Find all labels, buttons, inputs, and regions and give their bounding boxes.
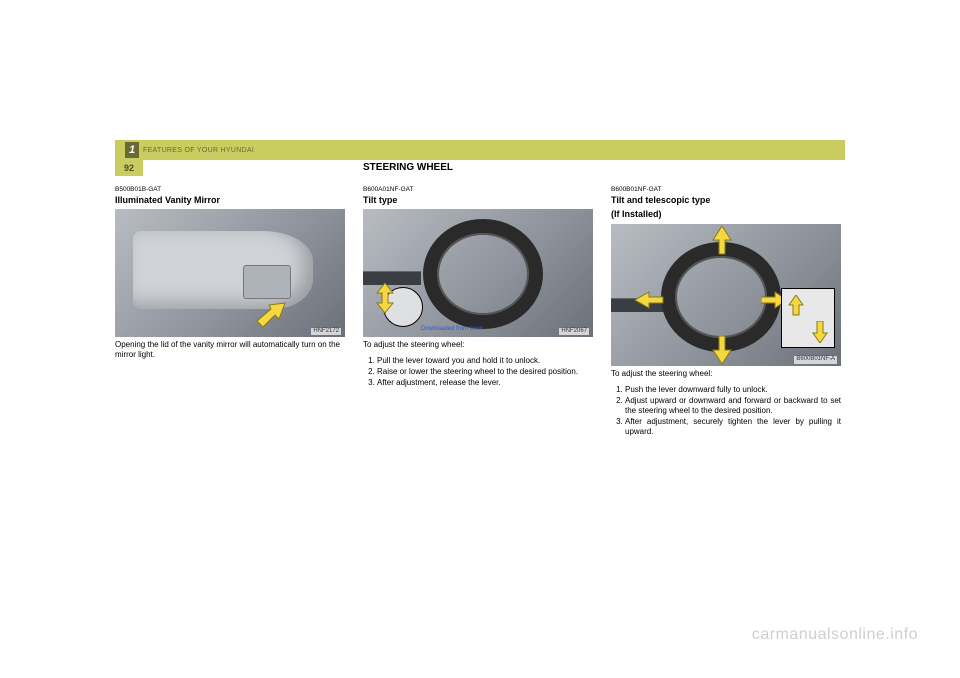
chapter-header-bar: 1 FEATURES OF YOUR HYUNDAI: [115, 140, 845, 160]
ref-code: B600A01NF-GAT: [363, 186, 593, 194]
ref-code: B500B01B-GAT: [115, 186, 345, 194]
column-tilt-type: B600A01NF-GAT Tilt type Downloaded from …: [363, 186, 593, 438]
page-number: 92: [115, 160, 143, 176]
arrow-down-icon: [812, 321, 828, 343]
arrow-icon: [255, 299, 289, 329]
chapter-number: 1: [125, 142, 139, 158]
column-title: Tilt type: [363, 195, 593, 206]
arrow-up-icon: [788, 295, 804, 317]
figure-label: B600B01NF-A: [794, 356, 837, 364]
manual-page: 1 FEATURES OF YOUR HYUNDAI 92 STEERING W…: [115, 140, 845, 438]
step-item: Push the lever downward fully to unlock.: [625, 385, 841, 395]
column-subtitle: (If Installed): [611, 209, 841, 220]
arrow-up-icon: [711, 226, 733, 256]
arrow-icon: [371, 281, 399, 315]
figure-caption: To adjust the steering wheel:: [363, 340, 593, 350]
steps-list: Pull the lever toward you and hold it to…: [363, 356, 593, 388]
ref-code: B600B01NF-GAT: [611, 186, 841, 194]
chapter-title: FEATURES OF YOUR HYUNDAI: [143, 147, 254, 154]
figure-tilt-type: Downloaded from www. HNF2067: [363, 209, 593, 337]
lever-inset-illustration: [781, 288, 835, 348]
figure-label: HNF2172: [311, 328, 341, 336]
column-title: Tilt and telescopic type: [611, 195, 841, 206]
step-item: Raise or lower the steering wheel to the…: [377, 367, 593, 377]
figure-label: HNF2067: [559, 328, 589, 336]
sub-header-row: 92 STEERING WHEEL: [115, 160, 845, 180]
column-tilt-telescopic: B600B01NF-GAT Tilt and telescopic type (…: [611, 186, 841, 438]
section-title: STEERING WHEEL: [363, 162, 453, 173]
figure-tilt-telescopic: B600B01NF-A: [611, 224, 841, 366]
watermark-text: carmanualsonline.info: [752, 626, 918, 644]
column-title: Illuminated Vanity Mirror: [115, 195, 345, 206]
figure-vanity-mirror: HNF2172: [115, 209, 345, 337]
content-columns: B500B01B-GAT Illuminated Vanity Mirror H…: [115, 186, 845, 438]
arrow-down-icon: [711, 336, 733, 364]
figure-caption: To adjust the steering wheel:: [611, 369, 841, 379]
steps-list: Push the lever downward fully to unlock.…: [611, 385, 841, 437]
figure-caption: Opening the lid of the vanity mirror wil…: [115, 340, 345, 360]
column-vanity-mirror: B500B01B-GAT Illuminated Vanity Mirror H…: [115, 186, 345, 438]
vanity-mirror-illustration: [243, 265, 291, 299]
source-link-text: Downloaded from www.: [421, 326, 484, 334]
sun-visor-illustration: [133, 231, 313, 309]
arrow-left-icon: [635, 290, 665, 310]
step-item: After adjustment, securely tighten the l…: [625, 417, 841, 437]
step-item: Pull the lever toward you and hold it to…: [377, 356, 593, 366]
steering-wheel-illustration: [423, 219, 543, 329]
step-item: Adjust upward or downward and forward or…: [625, 396, 841, 416]
step-item: After adjustment, release the lever.: [377, 378, 593, 388]
